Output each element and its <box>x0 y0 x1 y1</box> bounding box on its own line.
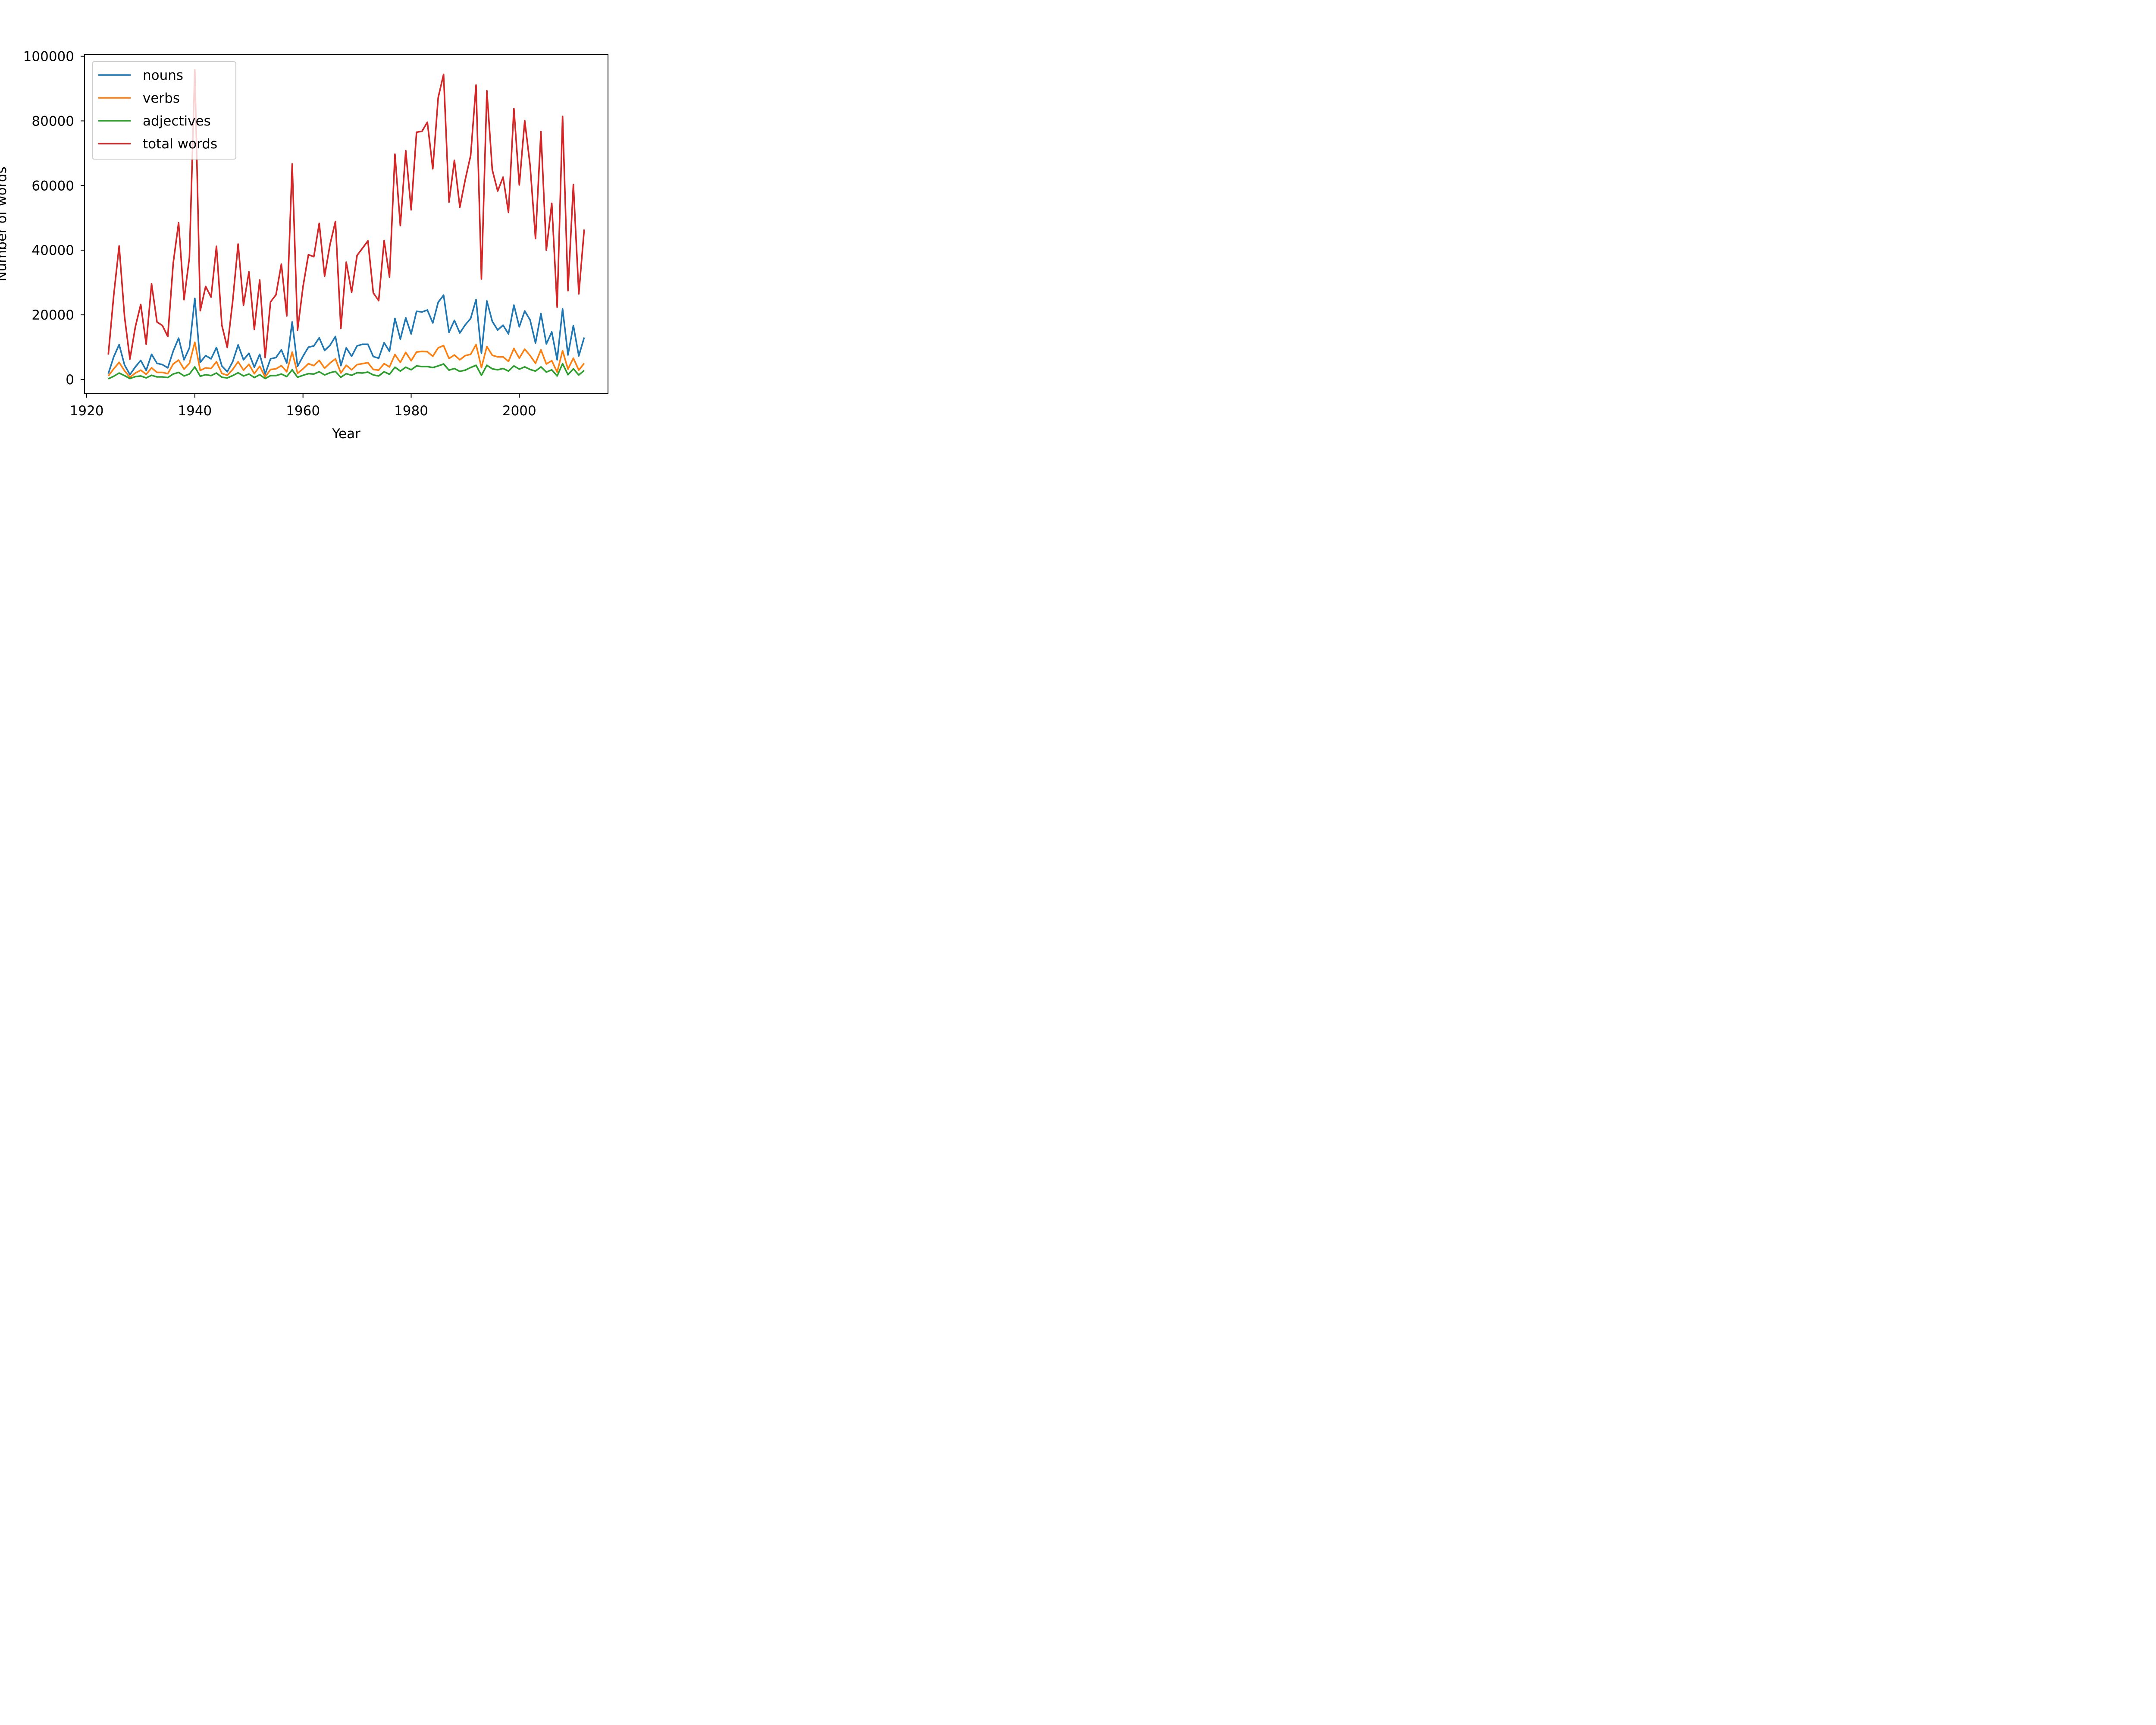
y-tick-label: 0 <box>66 372 74 388</box>
x-tick-label: 2000 <box>502 403 536 419</box>
x-tick-label: 1980 <box>394 403 428 419</box>
series-line-nouns <box>107 294 585 376</box>
legend-frame <box>92 61 236 160</box>
y-tick-label: 20000 <box>31 307 74 323</box>
legend-label: total words <box>143 136 217 152</box>
line-chart: 1920 1940 1960 1980 2000 0 20000 40000 60000 800… <box>0 0 666 446</box>
legend-label: adjectives <box>143 113 211 129</box>
plot-frame <box>84 54 608 394</box>
series-layer <box>107 69 585 380</box>
y-axis-title: Number of words <box>0 166 9 281</box>
legend: nouns verbs adjectives total words <box>92 61 236 160</box>
y-tick-label: 60000 <box>31 178 74 194</box>
x-tick-label: 1940 <box>178 403 212 419</box>
y-tick-label: 100000 <box>23 49 74 64</box>
series-line-verbs <box>107 341 585 378</box>
legend-label: verbs <box>143 91 180 106</box>
legend-label: nouns <box>143 68 183 83</box>
y-axis: 0 20000 40000 60000 80000 100000 <box>23 49 85 388</box>
y-tick-label: 80000 <box>31 113 74 129</box>
series-line-adjectives <box>108 363 585 380</box>
y-tick-label: 40000 <box>31 243 74 258</box>
series-line-total-words <box>107 69 585 360</box>
x-tick-label: 1960 <box>286 403 320 419</box>
x-axis-title: Year <box>332 426 360 442</box>
x-axis: 1920 1940 1960 1980 2000 <box>70 394 536 419</box>
x-tick-label: 1920 <box>70 403 104 419</box>
